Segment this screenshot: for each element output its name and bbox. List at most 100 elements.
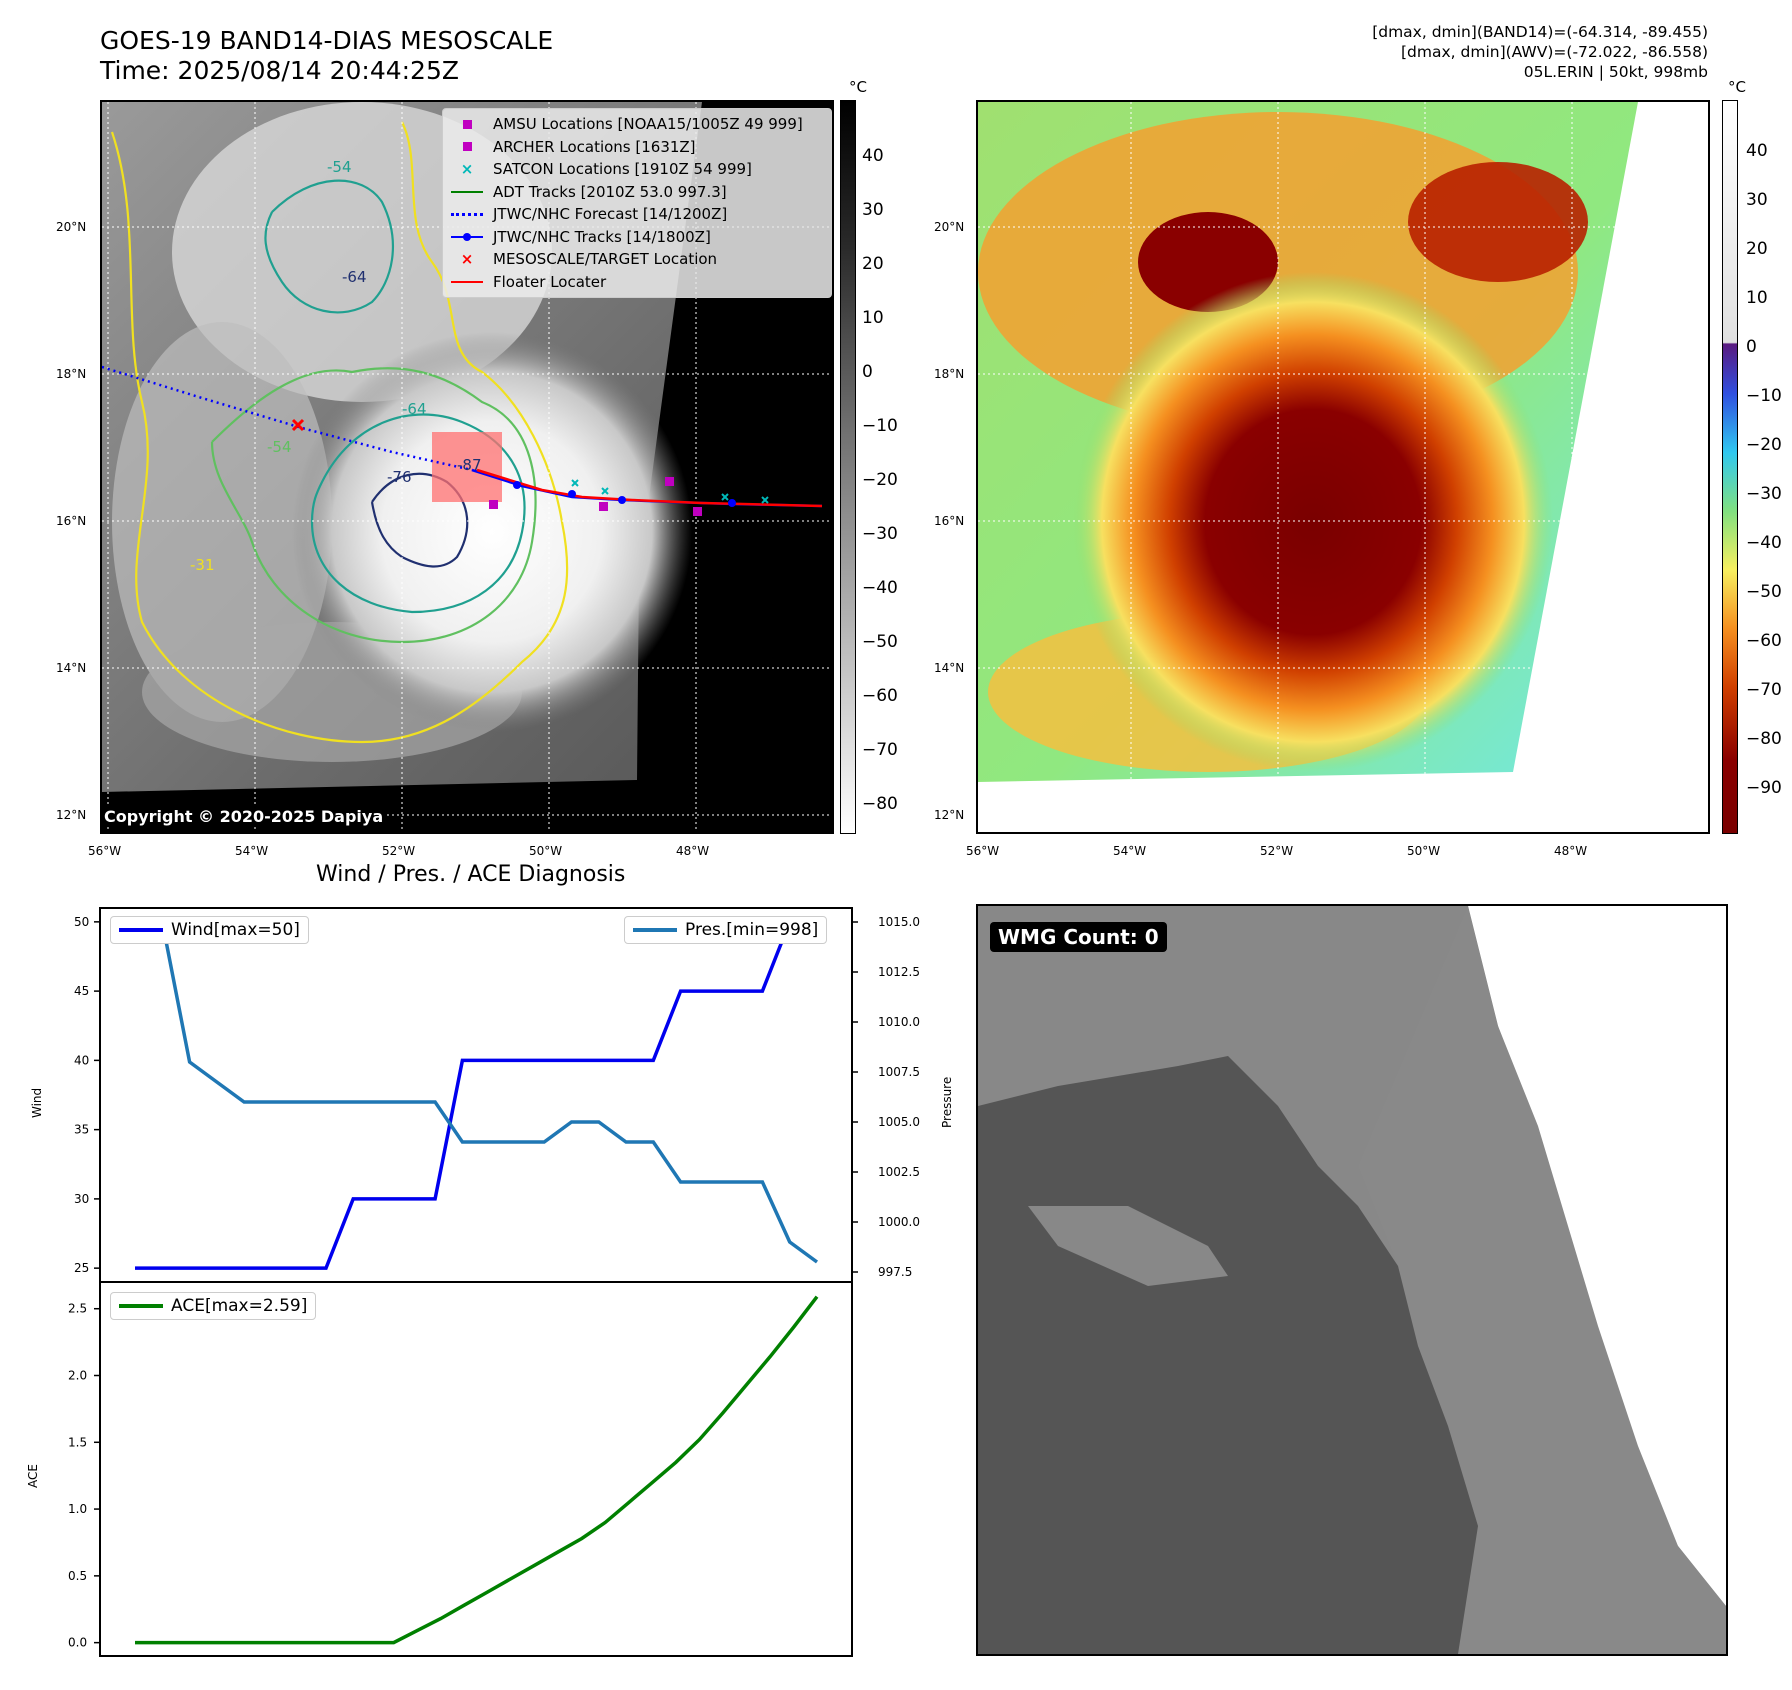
- cbar-tick: 20: [862, 254, 884, 274]
- legend-item-forecast: JTWC/NHC Forecast [14/1200Z]: [449, 203, 825, 226]
- satcon-marker-1: [571, 479, 579, 487]
- wmg-white-area: [1468, 906, 1726, 1606]
- pressure-series-line: [135, 920, 819, 1264]
- lat-label: 12°N: [934, 808, 965, 822]
- contour-label-5: -64: [402, 400, 427, 418]
- pressure-ytick-label: 1005.0: [878, 1115, 920, 1129]
- cbar-tick: −70: [1746, 680, 1782, 700]
- line-dot-icon: [449, 232, 485, 241]
- legend-item-archer: ARCHER Locations [1631Z]: [449, 136, 825, 159]
- wind-ytick-label: 35: [74, 1123, 89, 1137]
- lon-label: 56°W: [88, 844, 122, 858]
- cbar-tick: −20: [1746, 435, 1782, 455]
- cbar-tick: 10: [1746, 288, 1768, 308]
- wind-ytick-label: 45: [74, 984, 89, 998]
- ace-plot: 0.0 0.5 1.0 1.5 2.0 2.5: [68, 1281, 853, 1657]
- cbar-tick: −40: [1746, 533, 1782, 553]
- wind-ytick-label: 25: [74, 1261, 89, 1275]
- legend-label: Floater Locater: [493, 272, 607, 291]
- cbar-tick: 0: [1746, 337, 1757, 357]
- cbar-tick: −80: [862, 794, 898, 814]
- legend-item-target: × MESOSCALE/TARGET Location: [449, 248, 825, 271]
- pressure-ytick-label: 1012.5: [878, 965, 920, 979]
- cbar-tick: −20: [862, 470, 898, 490]
- track-points: [513, 481, 736, 507]
- wind-ytick-label: 40: [74, 1053, 89, 1067]
- legend-label: ARCHER Locations [1631Z]: [493, 137, 696, 156]
- lat-label: 18°N: [56, 367, 87, 381]
- ace-ytick-label: 2.5: [68, 1302, 87, 1316]
- satcon-markers: [571, 479, 769, 504]
- legend-item-floater: Floater Locater: [449, 271, 825, 294]
- title-line-2: Time: 2025/08/14 20:44:25Z: [100, 56, 459, 85]
- ace-series-line: [135, 1295, 819, 1645]
- wmg-dark-gray: [978, 1056, 1478, 1654]
- pressure-legend-label: Pres.[min=998]: [685, 920, 819, 940]
- wmg-grid-svg: [978, 906, 1726, 1654]
- floater-box: [432, 432, 502, 502]
- cbar-tick: −50: [1746, 582, 1782, 602]
- lon-label: 52°W: [382, 844, 416, 858]
- cbar-tick: −70: [862, 740, 898, 760]
- lat-label: 14°N: [934, 661, 965, 675]
- temperature-contours: [110, 121, 569, 744]
- cbar-tick: −10: [862, 416, 898, 436]
- legend-label: JTWC/NHC Forecast [14/1200Z]: [493, 205, 728, 224]
- cbar-tick: −50: [862, 632, 898, 652]
- awv-graticule: [978, 102, 1708, 832]
- wind-plot-frame: [99, 907, 853, 1283]
- lon-label: 48°W: [676, 844, 710, 858]
- wind-ytick-label: 50: [74, 915, 89, 929]
- info-line-3: 05L.ERIN | 50kt, 998mb: [1523, 63, 1708, 81]
- wmg-inner-patch: [1028, 1206, 1228, 1286]
- amsu-marker-4: [693, 507, 702, 516]
- title-line-1: GOES-19 BAND14-DIAS MESOSCALE: [100, 26, 554, 55]
- wind-series-line: [135, 920, 817, 1270]
- ace-ytick-label: 0.0: [68, 1636, 87, 1650]
- colorbar-left: [840, 100, 856, 834]
- cloud-band-west: [112, 322, 332, 722]
- pressure-axis-label: Pressure: [940, 1076, 954, 1128]
- wind-ytick-label: 30: [74, 1192, 89, 1206]
- ace-legend: ACE[max=2.59]: [110, 1292, 317, 1320]
- satcon-marker-2: [601, 487, 609, 495]
- ace-ytick-label: 1.5: [68, 1435, 87, 1449]
- lat-label: 12°N: [56, 808, 87, 822]
- lon-label: 54°W: [1113, 844, 1147, 858]
- pressure-ytick-label: 1000.0: [878, 1215, 920, 1229]
- legend-label: MESOSCALE/TARGET Location: [493, 250, 718, 269]
- lat-label: 20°N: [56, 220, 87, 234]
- pressure-ytick-label: 1002.5: [878, 1165, 920, 1179]
- wind-legend: Wind[max=50]: [110, 916, 309, 944]
- amsu-marker-1: [489, 500, 498, 509]
- track-point-4: [728, 499, 736, 507]
- lat-label: 20°N: [934, 220, 965, 234]
- contour-teal-inner: [310, 413, 526, 614]
- lat-label: 16°N: [934, 514, 965, 528]
- pressure-ytick-label: 1007.5: [878, 1065, 920, 1079]
- wind-legend-label: Wind[max=50]: [171, 920, 300, 940]
- info-line-2: [dmax, dmin](AWV)=(-72.022, -86.558): [1401, 43, 1708, 61]
- ace-ytick-label: 2.0: [68, 1369, 87, 1383]
- legend-item-adt: ADT Tracks [2010Z 53.0 997.3]: [449, 181, 825, 204]
- amsu-markers: [489, 477, 702, 516]
- legend-label: AMSU Locations [NOAA15/1005Z 49 999]: [493, 115, 803, 134]
- pressure-legend: Pres.[min=998]: [624, 916, 828, 944]
- contour-label-3: -76: [387, 468, 412, 486]
- storm-core: [292, 332, 692, 732]
- ace-ytick-label: 1.0: [68, 1502, 87, 1516]
- pressure-ytick-label: 997.5: [878, 1265, 912, 1279]
- x-marker-icon: ×: [460, 250, 474, 269]
- contour-label-6: -54: [267, 438, 292, 456]
- wmg-panel: [976, 904, 1728, 1656]
- copyright-notice: Copyright © 2020-2025 Dapiya: [100, 806, 388, 827]
- ace-plot-frame: [99, 1281, 853, 1657]
- satcon-marker-4: [761, 496, 769, 504]
- lon-label: 48°W: [1554, 844, 1588, 858]
- contour-label-4: -87: [457, 456, 482, 474]
- lat-label: 14°N: [56, 661, 87, 675]
- line-icon: [449, 190, 485, 193]
- wmg-light-gray: [1358, 906, 1726, 1654]
- cbar-tick: −30: [1746, 484, 1782, 504]
- lon-label: 50°W: [1407, 844, 1441, 858]
